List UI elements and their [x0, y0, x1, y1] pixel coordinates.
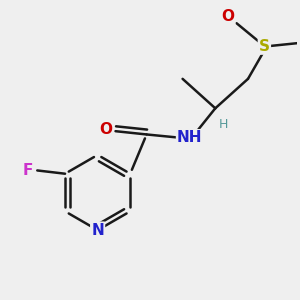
Text: F: F: [22, 163, 33, 178]
Text: H: H: [219, 118, 228, 131]
Text: NH: NH: [177, 130, 203, 145]
Text: N: N: [91, 223, 104, 238]
Text: O: O: [221, 9, 234, 24]
Text: S: S: [259, 39, 270, 54]
Text: O: O: [99, 122, 112, 137]
